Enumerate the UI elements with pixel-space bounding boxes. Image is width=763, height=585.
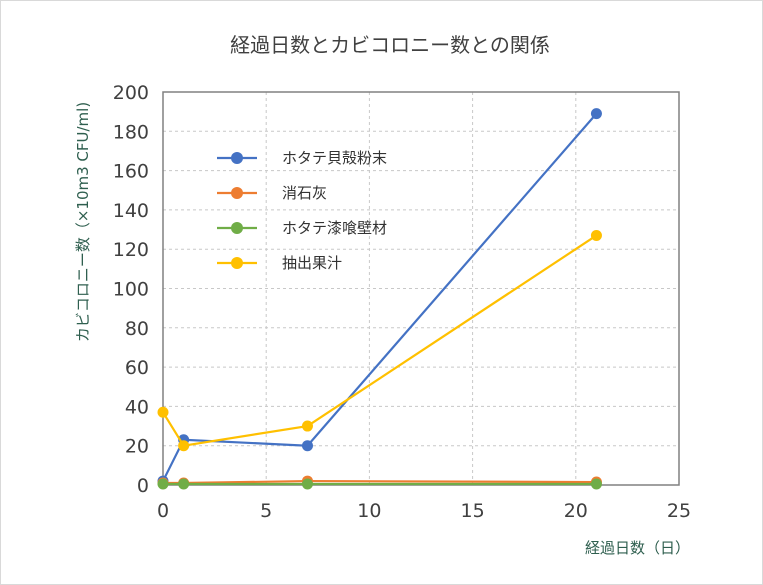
x-axis-label: 経過日数（日）: [585, 539, 690, 557]
y-axis-label: カビコロニー数（×10m3 CFU/ml): [74, 102, 92, 342]
x-tick-label: 25: [667, 500, 691, 522]
legend-label: ホタテ漆喰壁材: [282, 219, 387, 237]
y-tick-label: 160: [113, 161, 149, 183]
series-2: [157, 478, 602, 490]
data-point: [157, 478, 169, 490]
y-tick-label: 60: [125, 357, 149, 379]
legend-label: ホタテ貝殻粉末: [282, 149, 387, 167]
legend-entry: 消石灰: [217, 184, 327, 202]
data-point: [590, 478, 602, 490]
series-1: [157, 475, 602, 489]
data-point: [301, 420, 313, 432]
legend-marker: [231, 222, 243, 234]
legend-entry: ホタテ漆喰壁材: [217, 219, 387, 237]
data-point: [590, 229, 602, 241]
series-line: [163, 479, 597, 485]
y-tick-label: 200: [113, 82, 149, 104]
grid: [163, 92, 679, 485]
x-axis-ticks: 0 5 10 15 20 25: [157, 500, 691, 522]
y-tick-label: 80: [125, 318, 149, 340]
legend-entry: ホタテ貝殻粉末: [217, 149, 387, 167]
series-layer: [157, 108, 602, 490]
y-tick-label: 40: [125, 396, 149, 418]
legend-label: 消石灰: [282, 184, 327, 202]
x-tick-label: 20: [564, 500, 588, 522]
series-3: [157, 229, 602, 452]
chart-title: 経過日数とカビコロニー数との関係: [230, 33, 550, 57]
data-point: [178, 440, 190, 452]
y-tick-label: 120: [113, 239, 149, 261]
data-point: [178, 478, 190, 490]
x-tick-label: 10: [357, 500, 381, 522]
series-line: [162, 234, 598, 447]
y-tick-label: 180: [113, 121, 149, 143]
series-line: [162, 112, 598, 482]
x-tick-label: 0: [157, 500, 169, 522]
y-tick-label: 140: [113, 200, 149, 222]
y-tick-label: 100: [113, 279, 149, 301]
legend-marker: [231, 152, 243, 164]
data-point: [301, 440, 313, 452]
y-axis-ticks: 0 20 40 60 80 100 120 140 160 180 200: [113, 82, 149, 497]
x-tick-label: 15: [461, 500, 485, 522]
data-point: [157, 406, 169, 418]
data-point: [590, 108, 602, 120]
x-tick-label: 5: [260, 500, 272, 522]
y-tick-label: 20: [125, 436, 149, 458]
legend-marker: [231, 187, 243, 199]
legend-marker: [231, 257, 243, 269]
y-tick-label: 0: [137, 475, 149, 497]
data-point: [301, 478, 313, 490]
legend-label: 抽出果汁: [282, 254, 342, 272]
legend-entry: 抽出果汁: [217, 254, 342, 272]
